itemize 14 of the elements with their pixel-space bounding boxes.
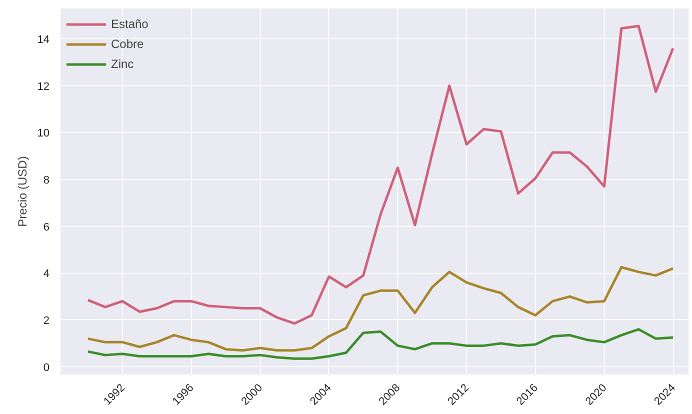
y-tick-label: 4 bbox=[43, 268, 50, 280]
y-tick-label: 14 bbox=[37, 34, 50, 46]
y-tick-label: 0 bbox=[43, 362, 50, 374]
y-tick-label: 10 bbox=[37, 128, 50, 140]
y-tick-label: 8 bbox=[43, 174, 50, 186]
line-series bbox=[86, 328, 674, 360]
y-tick-label: 12 bbox=[37, 80, 50, 93]
legend-label: Zinc bbox=[111, 57, 134, 71]
y-tick-label: 2 bbox=[43, 314, 50, 327]
line-series bbox=[86, 266, 674, 352]
legend-label: Estaño bbox=[111, 17, 148, 31]
y-axis-title: Precio (USD) bbox=[15, 156, 30, 227]
y-tick-label: 6 bbox=[43, 221, 50, 234]
legend-label: Cobre bbox=[111, 37, 144, 51]
